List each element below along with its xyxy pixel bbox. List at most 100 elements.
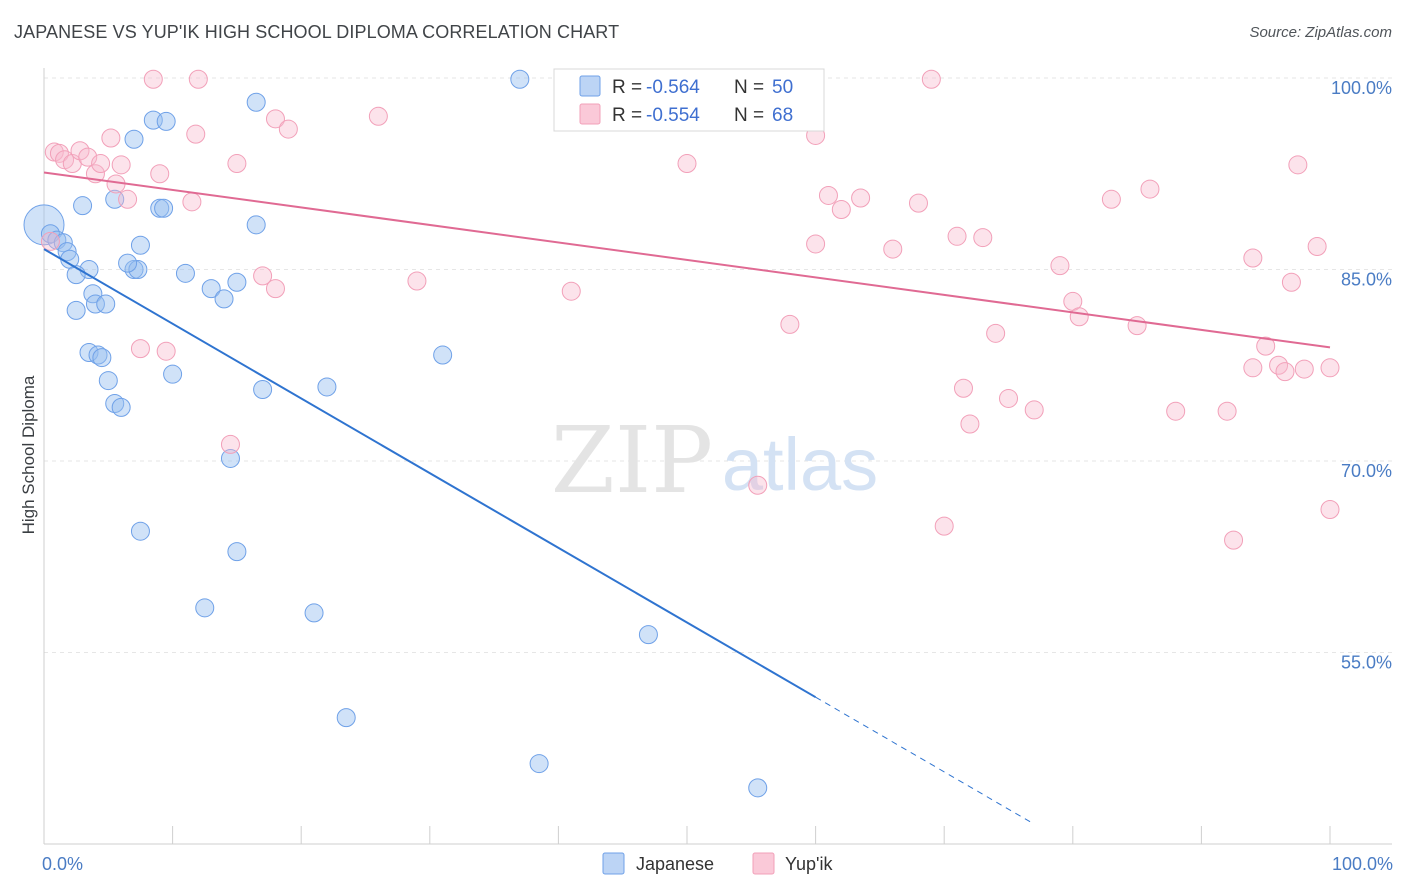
point-yupik-65 (1307, 237, 1327, 257)
bottom-legend-label-japanese: Japanese (636, 854, 714, 874)
chart-title: JAPANESE VS YUP'IK HIGH SCHOOL DIPLOMA C… (14, 22, 620, 42)
point-japanese-12 (154, 198, 174, 218)
point-japanese-44 (638, 625, 658, 645)
legend-n-value-japanese: 50 (772, 77, 793, 98)
point-japanese-17 (128, 260, 148, 279)
point-yupik-5 (70, 141, 90, 161)
point-yupik-46 (999, 388, 1018, 408)
point-yupik-43 (960, 414, 980, 434)
point-japanese-36 (433, 345, 453, 365)
point-japanese-5 (73, 196, 93, 216)
point-yupik-13 (143, 69, 163, 89)
point-yupik-21 (368, 106, 388, 126)
point-yupik-29 (677, 154, 697, 174)
point-yupik-55 (1217, 401, 1237, 421)
point-yupik-47 (1024, 400, 1044, 420)
point-japanese-45 (510, 69, 530, 89)
point-yupik-67 (1320, 500, 1340, 520)
bottom-legend-label-yupik: Yup'ik (785, 854, 833, 874)
point-yupik-2 (49, 143, 69, 163)
point-yupik-63 (1288, 155, 1308, 175)
point-yupik-14 (150, 164, 170, 184)
legend-r-label-yupik: R = (612, 105, 642, 126)
point-japanese-30 (98, 371, 118, 391)
legend-top: R = -0.564 N = 50 R = -0.554 N = 68 (553, 68, 825, 132)
legend-n-label-yupik: N = (734, 105, 764, 126)
point-japanese-25 (214, 289, 234, 309)
y-tick-label-2: 85.0% (1341, 270, 1392, 290)
point-japanese-29 (92, 348, 112, 368)
point-yupik-0 (40, 231, 60, 251)
point-japanese-8 (246, 92, 266, 112)
point-japanese-23 (66, 300, 86, 320)
y-tick-label-0: 55.0% (1341, 653, 1392, 673)
point-yupik-39 (921, 69, 941, 89)
legend-bottom: Japanese Yup'ik (602, 852, 833, 875)
point-japanese-32 (111, 397, 131, 417)
point-yupik-44 (973, 228, 993, 248)
point-japanese-34 (253, 380, 273, 400)
y-axis-label: High School Diploma (19, 375, 38, 534)
point-yupik-9 (101, 128, 121, 148)
point-yupik-28 (561, 281, 581, 301)
point-yupik-51 (1101, 189, 1121, 209)
point-yupik-61 (1275, 362, 1295, 382)
point-yupik-34 (818, 185, 838, 205)
legend-swatch-japanese (579, 75, 601, 97)
point-yupik-27 (407, 271, 427, 291)
point-japanese-43 (529, 754, 549, 774)
point-japanese-42 (336, 708, 356, 728)
trend-lines (43, 171, 1331, 825)
watermark: ZIP atlas (551, 407, 878, 514)
point-japanese-38 (130, 521, 150, 541)
point-japanese-26 (227, 272, 247, 292)
bottom-legend-swatch-yupik (752, 852, 775, 875)
point-yupik-38 (908, 193, 928, 213)
y-tick-label-1: 70.0% (1341, 461, 1392, 481)
point-yupik-42 (953, 378, 973, 398)
point-yupik-24 (130, 339, 150, 359)
chart-source: Source: ZipAtlas.com (1249, 24, 1392, 41)
bottom-legend-swatch-japanese (602, 852, 625, 875)
point-japanese-39 (227, 542, 247, 562)
tick-labels: 55.0% 70.0% 85.0% 100.0% 0.0% 100.0% (42, 78, 1393, 874)
point-yupik-16 (186, 124, 206, 144)
point-japanese-13 (246, 215, 266, 235)
point-japanese-46 (748, 778, 768, 798)
point-yupik-62 (1281, 272, 1301, 292)
point-yupik-15 (182, 192, 202, 212)
trend-line-japanese (43, 248, 817, 699)
trend-line-extension-japanese (815, 696, 1035, 825)
point-yupik-64 (1294, 359, 1314, 379)
point-yupik-54 (1166, 401, 1186, 421)
legend-n-value-yupik: 68 (772, 105, 793, 126)
point-yupik-18 (227, 154, 247, 174)
watermark-zip: ZIP (551, 407, 713, 514)
point-japanese-48 (118, 253, 138, 273)
legend-r-label-japanese: R = (612, 77, 642, 98)
point-japanese-4 (57, 242, 77, 262)
axes (43, 68, 1392, 845)
trend-line-yupik (43, 171, 1331, 349)
point-yupik-45 (986, 323, 1006, 343)
point-japanese-7 (156, 111, 176, 131)
point-yupik-23 (265, 279, 285, 299)
legend-r-value-japanese: -0.564 (646, 77, 700, 98)
point-japanese-37 (220, 448, 240, 468)
point-yupik-31 (780, 314, 800, 334)
point-yupik-48 (1050, 256, 1070, 276)
point-yupik-41 (947, 226, 967, 246)
point-japanese-18 (175, 263, 195, 283)
x-tick-label-right: 100.0% (1332, 854, 1393, 874)
point-japanese-9 (124, 129, 144, 149)
point-yupik-20 (278, 119, 298, 139)
point-japanese-0 (23, 204, 65, 246)
point-yupik-11 (111, 155, 131, 175)
point-yupik-57 (1243, 358, 1263, 378)
scatter-points (23, 69, 1340, 798)
point-yupik-17 (188, 69, 208, 89)
point-yupik-12 (118, 189, 138, 209)
y-tick-label-3: 100.0% (1331, 78, 1392, 98)
point-yupik-33 (806, 234, 826, 254)
